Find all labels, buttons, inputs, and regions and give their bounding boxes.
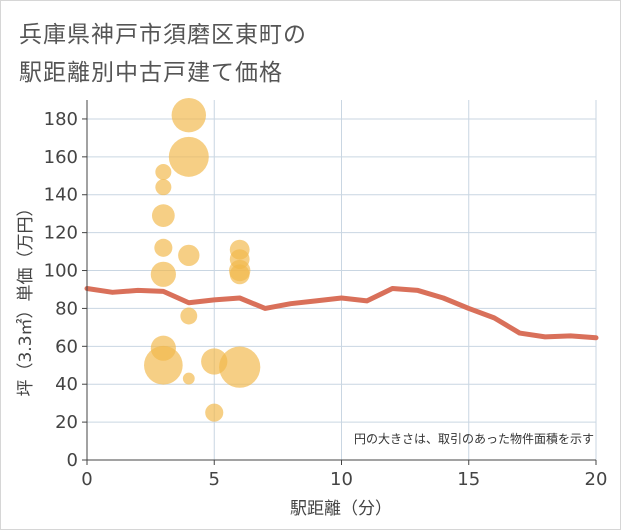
x-tick-label: 15 <box>457 469 480 490</box>
y-tick-label: 20 <box>55 412 78 433</box>
data-bubble <box>219 346 261 388</box>
y-tick-label: 140 <box>44 185 78 206</box>
x-tick-label: 20 <box>585 469 608 490</box>
x-axis-label: 駅距離（分） <box>290 499 392 519</box>
data-bubble <box>155 164 172 180</box>
y-tick-label: 40 <box>55 374 78 395</box>
x-tick-label: 10 <box>330 469 353 490</box>
data-bubble <box>171 97 206 133</box>
data-bubble <box>229 264 250 285</box>
x-tick-label: 0 <box>81 469 92 490</box>
data-bubble <box>151 204 175 227</box>
size-note: 円の大きさは、取引のあった物件面積を示す <box>354 431 594 446</box>
y-tick-label: 160 <box>44 147 78 168</box>
data-bubble <box>154 238 173 257</box>
y-tick-label: 0 <box>67 450 78 471</box>
y-tick-label: 80 <box>55 298 78 319</box>
data-bubble <box>144 345 183 385</box>
y-tick-label: 120 <box>44 223 78 244</box>
chart-title-line2: 駅距離別中古戸建て価格 <box>19 60 283 86</box>
data-bubble <box>178 244 200 267</box>
y-tick-label: 180 <box>44 109 78 130</box>
average-price-line <box>84 286 599 341</box>
data-bubble <box>155 179 172 196</box>
bubble-layer <box>144 97 261 422</box>
data-bubble <box>180 307 198 325</box>
data-bubble <box>150 261 176 287</box>
y-tick-label: 60 <box>55 336 78 357</box>
data-bubble <box>182 372 195 385</box>
average-line-layer <box>84 286 599 341</box>
data-bubble <box>168 136 209 177</box>
y-axis-label: 坪（3.3㎡）単価（万円） <box>16 199 36 396</box>
chart-title-line1: 兵庫県神戸市須磨区東町の <box>19 22 307 48</box>
axes-layer: 0 20 40 60 80 100 120 140 160 180 0 5 10 15 20 <box>44 100 608 490</box>
x-tick-label: 5 <box>209 469 220 490</box>
y-tick-label: 100 <box>44 261 78 282</box>
data-bubble <box>205 403 224 422</box>
